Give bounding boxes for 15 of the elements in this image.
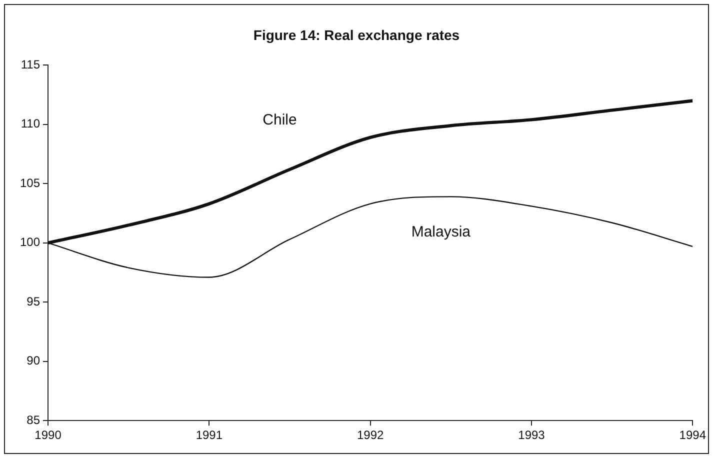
y-tick-label: 90 bbox=[26, 354, 40, 368]
x-tick-label: 1994 bbox=[679, 428, 706, 442]
y-tick-label: 95 bbox=[26, 294, 40, 308]
x-tick-label: 1990 bbox=[34, 428, 62, 442]
x-tick-label: 1992 bbox=[356, 428, 384, 442]
y-tick-label: 105 bbox=[20, 176, 40, 190]
y-tick-label: 110 bbox=[20, 116, 40, 131]
x-tick-label: 1993 bbox=[518, 428, 546, 442]
y-tick-label: 115 bbox=[20, 58, 40, 72]
y-tick-label: 85 bbox=[26, 412, 40, 427]
text: Chile bbox=[262, 111, 297, 128]
chart-title: Figure 14: Real exchange rates bbox=[252, 27, 461, 43]
series-label: Malaysia bbox=[411, 224, 472, 241]
x-tick-label: 1991 bbox=[196, 428, 223, 442]
y-tick-label: 100 bbox=[20, 235, 40, 250]
